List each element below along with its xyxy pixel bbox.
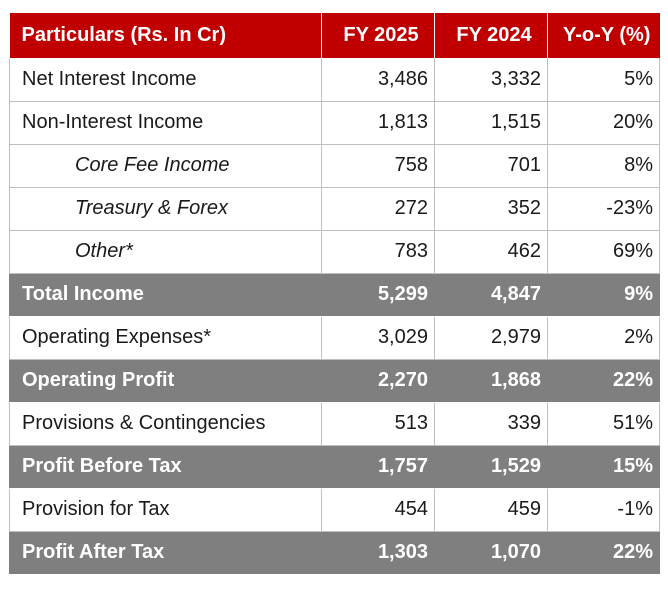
header-particulars: Particulars (Rs. In Cr) — [9, 13, 322, 58]
cell-fy2025: 1,757 — [321, 445, 435, 489]
cell-yoy: 22% — [547, 359, 660, 403]
cell-fy2025: 272 — [321, 187, 435, 231]
table-row: Other* 783 462 69% — [9, 230, 660, 274]
header-fy2025: FY 2025 — [321, 13, 435, 58]
cell-fy2024: 1,529 — [434, 445, 548, 489]
row-label: Operating Profit — [9, 359, 322, 403]
cell-yoy: 20% — [547, 101, 660, 145]
cell-yoy: 51% — [547, 402, 660, 446]
row-label: Operating Expenses* — [9, 316, 322, 360]
row-label: Other* — [9, 230, 322, 274]
cell-yoy: 5% — [547, 58, 660, 102]
cell-fy2025: 758 — [321, 144, 435, 188]
row-label: Net Interest Income — [9, 58, 322, 102]
table-row: Operating Profit 2,270 1,868 22% — [9, 359, 660, 403]
cell-yoy: -23% — [547, 187, 660, 231]
financial-results-table: Particulars (Rs. In Cr) FY 2025 FY 2024 … — [9, 13, 660, 575]
cell-fy2024: 1,515 — [434, 101, 548, 145]
row-label: Provisions & Contingencies — [9, 402, 322, 446]
cell-yoy: 2% — [547, 316, 660, 360]
header-yoy: Y-o-Y (%) — [547, 13, 660, 58]
row-label: Core Fee Income — [9, 144, 322, 188]
cell-yoy: 22% — [547, 531, 660, 575]
table-row: Total Income 5,299 4,847 9% — [9, 273, 660, 317]
cell-fy2025: 2,270 — [321, 359, 435, 403]
table-row: Profit After Tax 1,303 1,070 22% — [9, 531, 660, 575]
row-label: Provision for Tax — [9, 488, 322, 532]
table-row: Net Interest Income 3,486 3,332 5% — [9, 58, 660, 102]
header-fy2024: FY 2024 — [434, 13, 548, 58]
cell-fy2025: 1,303 — [321, 531, 435, 575]
cell-fy2024: 1,070 — [434, 531, 548, 575]
table-row: Non-Interest Income 1,813 1,515 20% — [9, 101, 660, 145]
row-label: Non-Interest Income — [9, 101, 322, 145]
row-label: Profit After Tax — [9, 531, 322, 575]
cell-fy2024: 3,332 — [434, 58, 548, 102]
row-label: Total Income — [9, 273, 322, 317]
row-label: Treasury & Forex — [9, 187, 322, 231]
cell-yoy: -1% — [547, 488, 660, 532]
cell-fy2025: 513 — [321, 402, 435, 446]
table-header-row: Particulars (Rs. In Cr) FY 2025 FY 2024 … — [9, 13, 660, 58]
table-row: Core Fee Income 758 701 8% — [9, 144, 660, 188]
cell-fy2025: 454 — [321, 488, 435, 532]
cell-yoy: 9% — [547, 273, 660, 317]
table-row: Provision for Tax 454 459 -1% — [9, 488, 660, 532]
table-row: Profit Before Tax 1,757 1,529 15% — [9, 445, 660, 489]
cell-fy2024: 339 — [434, 402, 548, 446]
row-label: Profit Before Tax — [9, 445, 322, 489]
cell-fy2024: 701 — [434, 144, 548, 188]
cell-yoy: 69% — [547, 230, 660, 274]
cell-fy2024: 459 — [434, 488, 548, 532]
cell-fy2025: 5,299 — [321, 273, 435, 317]
cell-fy2024: 352 — [434, 187, 548, 231]
cell-fy2025: 1,813 — [321, 101, 435, 145]
cell-fy2024: 2,979 — [434, 316, 548, 360]
cell-yoy: 8% — [547, 144, 660, 188]
cell-yoy: 15% — [547, 445, 660, 489]
table-row: Treasury & Forex 272 352 -23% — [9, 187, 660, 231]
table-row: Operating Expenses* 3,029 2,979 2% — [9, 316, 660, 360]
cell-fy2024: 1,868 — [434, 359, 548, 403]
table-body: Net Interest Income 3,486 3,332 5% Non-Inter… — [9, 58, 660, 575]
cell-fy2025: 3,029 — [321, 316, 435, 360]
cell-fy2025: 3,486 — [321, 58, 435, 102]
table-row: Provisions & Contingencies 513 339 51% — [9, 402, 660, 446]
cell-fy2024: 462 — [434, 230, 548, 274]
cell-fy2024: 4,847 — [434, 273, 548, 317]
cell-fy2025: 783 — [321, 230, 435, 274]
